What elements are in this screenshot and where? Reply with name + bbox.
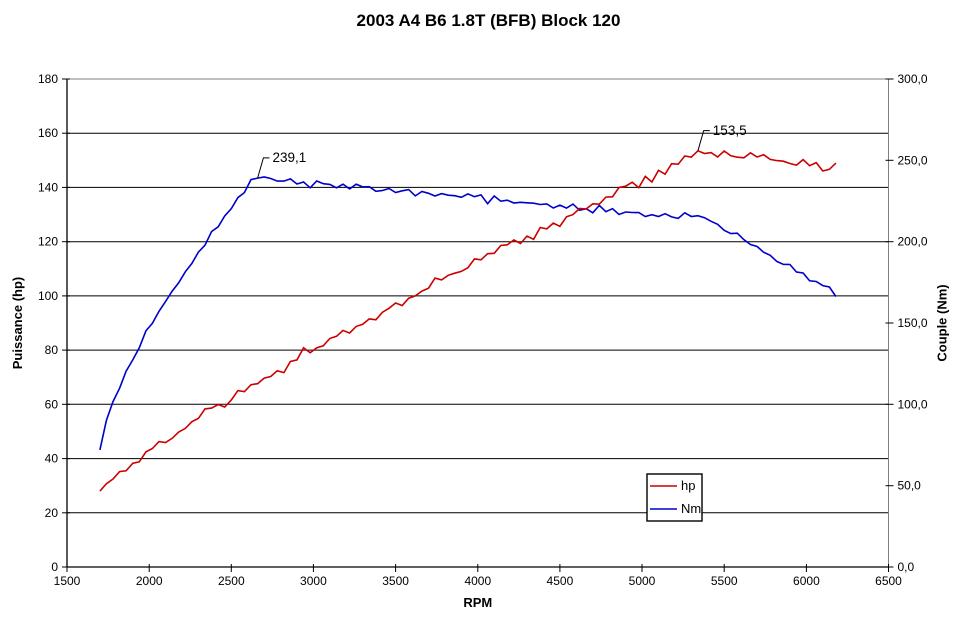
svg-text:5000: 5000 xyxy=(629,574,656,588)
svg-text:Nm: Nm xyxy=(681,501,701,516)
svg-text:4500: 4500 xyxy=(547,574,574,588)
svg-text:4000: 4000 xyxy=(464,574,491,588)
svg-text:0: 0 xyxy=(51,560,58,574)
svg-text:180: 180 xyxy=(38,72,58,86)
svg-text:RPM: RPM xyxy=(463,595,492,610)
svg-text:250,0: 250,0 xyxy=(898,153,928,167)
svg-text:80: 80 xyxy=(45,343,59,357)
svg-text:hp: hp xyxy=(681,478,695,493)
svg-text:150,0: 150,0 xyxy=(898,316,928,330)
svg-text:3000: 3000 xyxy=(300,574,327,588)
svg-text:120: 120 xyxy=(38,235,58,249)
svg-text:239,1: 239,1 xyxy=(273,150,307,165)
svg-text:20: 20 xyxy=(45,506,59,520)
svg-text:40: 40 xyxy=(45,452,59,466)
svg-text:300,0: 300,0 xyxy=(898,72,928,86)
svg-text:Puissance (hp): Puissance (hp) xyxy=(10,277,25,369)
svg-text:140: 140 xyxy=(38,180,58,194)
svg-text:200,0: 200,0 xyxy=(898,235,928,249)
svg-text:153,5: 153,5 xyxy=(713,123,747,138)
svg-text:6000: 6000 xyxy=(793,574,820,588)
svg-text:60: 60 xyxy=(45,397,59,411)
svg-text:5500: 5500 xyxy=(711,574,738,588)
svg-text:3500: 3500 xyxy=(382,574,409,588)
svg-text:50,0: 50,0 xyxy=(898,479,922,493)
svg-text:160: 160 xyxy=(38,126,58,140)
svg-text:2500: 2500 xyxy=(218,574,245,588)
svg-text:Couple (Nm): Couple (Nm) xyxy=(935,284,950,361)
svg-text:2000: 2000 xyxy=(136,574,163,588)
svg-text:0,0: 0,0 xyxy=(898,560,915,574)
svg-text:100,0: 100,0 xyxy=(898,397,928,411)
svg-text:100: 100 xyxy=(38,289,58,303)
svg-text:1500: 1500 xyxy=(54,574,81,588)
svg-text:6500: 6500 xyxy=(875,574,902,588)
